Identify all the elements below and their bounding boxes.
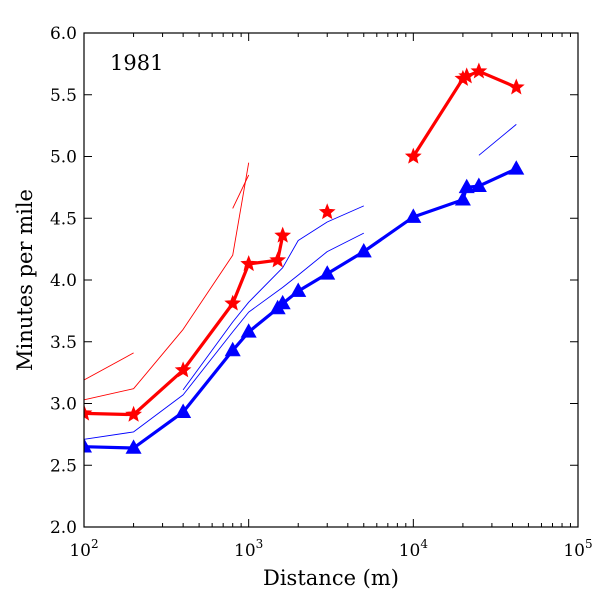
triangle-marker	[274, 294, 291, 310]
record-series-1	[84, 160, 525, 454]
triangle-marker	[458, 178, 475, 194]
y-tick-label: 4.0	[50, 271, 77, 291]
reference-series-2	[84, 162, 250, 401]
x-tick-label-base: 10	[399, 541, 421, 561]
reference-line	[478, 124, 517, 156]
star-marker	[125, 405, 142, 422]
star-marker	[274, 226, 292, 243]
year-annotation: 1981	[110, 51, 163, 75]
star-marker	[458, 67, 476, 84]
series-layer	[84, 62, 525, 454]
plot-area	[84, 62, 525, 454]
triangle-marker	[125, 439, 142, 454]
triangle-marker	[175, 403, 192, 418]
star-marker	[224, 294, 242, 311]
x-tick-label: 103	[234, 537, 263, 561]
plot-frame	[83, 32, 579, 528]
reference-line	[182, 205, 364, 391]
triangle-marker	[470, 177, 487, 192]
triangle-marker	[508, 160, 525, 175]
y-tick-label: 5.0	[50, 148, 77, 168]
x-tick-label: 104	[399, 537, 429, 561]
reference-line	[232, 174, 250, 209]
triangle-marker	[240, 323, 257, 338]
record-series-0	[84, 62, 525, 422]
triangle-marker	[224, 341, 241, 357]
y-tick-label: 3.0	[50, 395, 77, 415]
y-tick-label: 3.5	[50, 333, 77, 353]
y-tick-label: 2.0	[50, 518, 77, 538]
y-tick-label: 5.5	[50, 86, 77, 106]
star-marker	[240, 255, 258, 272]
y-axis-label: Minutes per mile	[13, 189, 37, 371]
y-tick-label: 4.5	[50, 209, 77, 229]
x-tick-label: 105	[563, 537, 592, 561]
triangle-marker	[454, 191, 471, 206]
x-tick-label-base: 10	[234, 541, 256, 561]
y-tick-label: 6.0	[50, 24, 77, 44]
triangle-marker	[405, 208, 422, 223]
star-marker	[507, 78, 525, 95]
x-tick-label-exponent: 3	[256, 537, 264, 551]
star-marker	[84, 404, 93, 421]
star-marker	[269, 251, 287, 268]
triangle-marker	[84, 438, 93, 453]
triangle-marker	[319, 265, 336, 280]
x-tick-label: 102	[69, 537, 98, 561]
star-marker	[318, 203, 336, 220]
series-line	[84, 167, 517, 450]
reference-line	[84, 162, 250, 401]
x-tick-label-base: 10	[69, 541, 91, 561]
triangle-marker	[355, 242, 372, 258]
y-tick-label: 2.5	[50, 456, 77, 476]
triangle-marker	[290, 282, 307, 297]
x-tick-label-base: 10	[563, 541, 585, 561]
x-tick-label-exponent: 2	[91, 537, 99, 551]
star-marker	[470, 62, 488, 79]
x-tick-label-exponent: 5	[585, 537, 593, 551]
series-line	[411, 69, 517, 158]
reference-line	[84, 352, 134, 381]
star-marker	[404, 147, 422, 164]
x-axis-label: Distance (m)	[263, 566, 399, 590]
reference-line	[84, 232, 365, 440]
star-marker	[174, 361, 192, 378]
reference-series-3	[84, 124, 517, 440]
x-tick-label-exponent: 4	[420, 537, 428, 551]
